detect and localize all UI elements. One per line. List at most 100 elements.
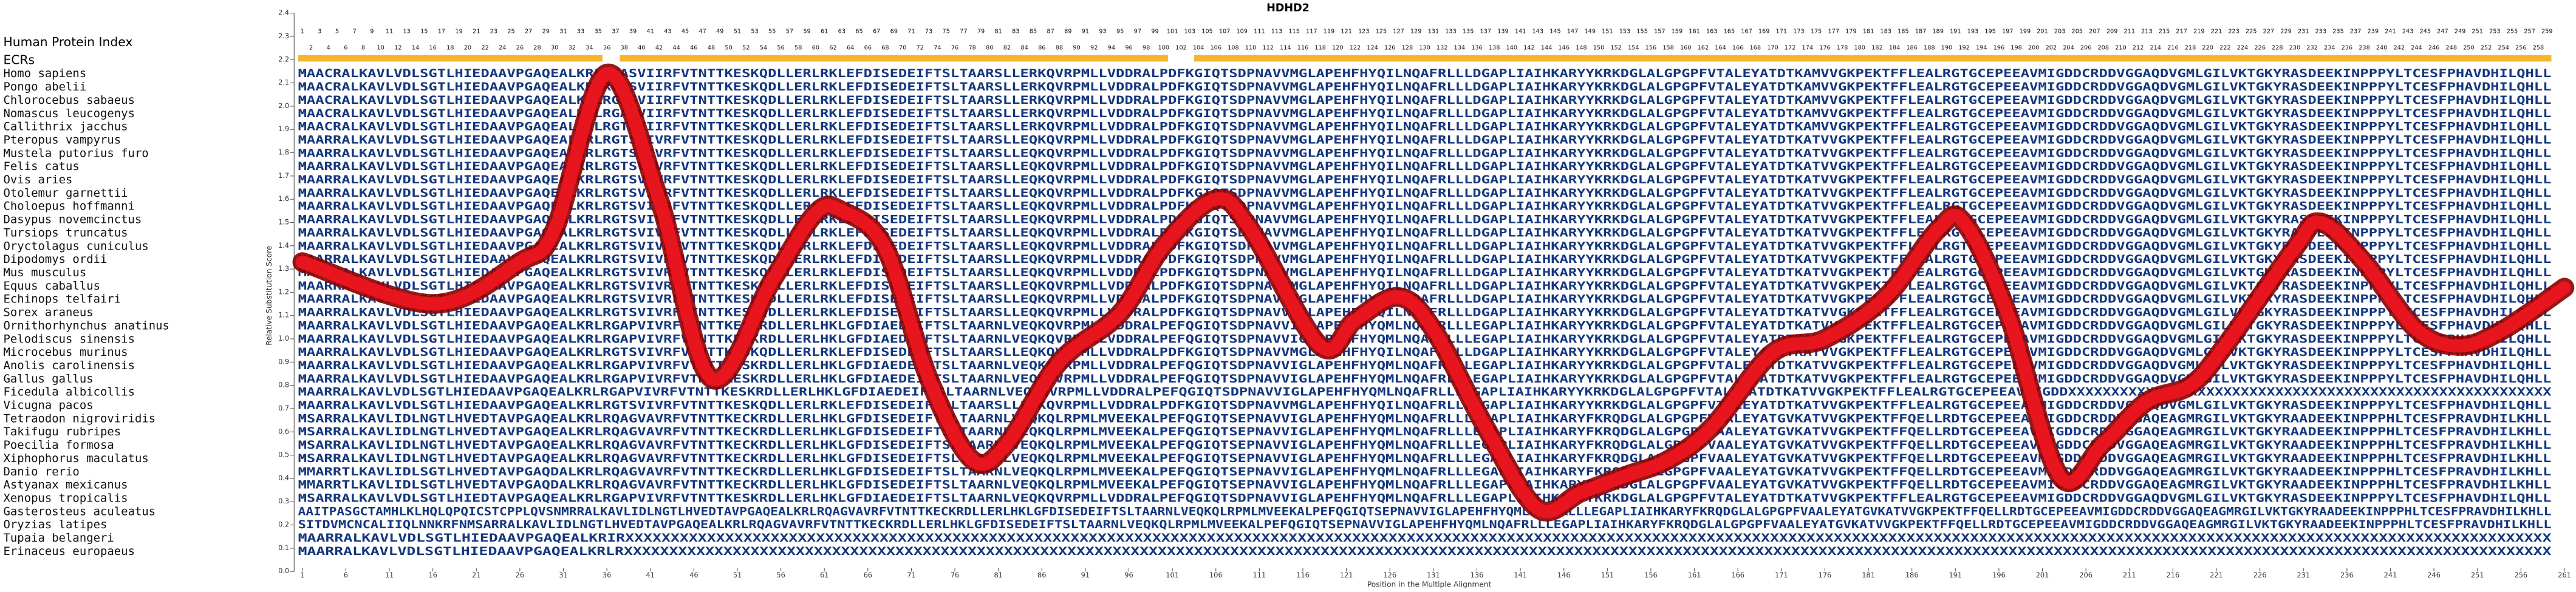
position-number: 62 [829, 44, 836, 51]
position-number: 256 [2515, 44, 2527, 51]
position-number: 250 [2463, 44, 2475, 51]
position-number: 87 [1047, 28, 1054, 35]
position-number: 209 [2106, 28, 2118, 35]
position-number: 52 [742, 44, 750, 51]
position-number: 36 [603, 44, 610, 51]
position-number: 218 [2185, 44, 2196, 51]
y-tick-label: 0.4 [278, 474, 289, 482]
position-number: 101 [1167, 28, 1178, 35]
position-number: 64 [847, 44, 854, 51]
position-number: 90 [1073, 44, 1080, 51]
position-number: 74 [934, 44, 941, 51]
position-number: 103 [1184, 28, 1196, 35]
x-tick-label: 86 [1037, 571, 1046, 579]
position-number: 29 [542, 28, 550, 35]
species-name: Tursiops truncatus [4, 226, 128, 239]
y-tick-label: 2.2 [278, 55, 289, 63]
x-tick-label: 186 [1905, 571, 1919, 579]
position-number: 130 [1419, 44, 1430, 51]
species-name: Gasterosteus aculeatus [4, 505, 156, 518]
position-number: 56 [777, 44, 784, 51]
position-number: 39 [629, 28, 637, 35]
position-number: 134 [1454, 44, 1466, 51]
species-name: Pelodiscus sinensis [4, 332, 135, 345]
position-number: 126 [1384, 44, 1396, 51]
position-number: 58 [794, 44, 802, 51]
position-number: 106 [1210, 44, 1221, 51]
position-number: 208 [2098, 44, 2110, 51]
position-number: 115 [1288, 28, 1300, 35]
position-number: 110 [1245, 44, 1257, 51]
x-tick-label: 36 [603, 571, 611, 579]
y-tick-label: 2.0 [278, 101, 289, 110]
position-number: 142 [1523, 44, 1535, 51]
sequence: MAARRALKAVLVDLSGTLHIEDAAVPGAQEALKRLRGAPV… [298, 332, 2552, 345]
species-name: Sorex araneus [4, 306, 94, 319]
species-name: Nomascus leucogenys [4, 107, 135, 120]
position-number: 236 [2342, 44, 2353, 51]
x-tick-label: 231 [2297, 571, 2310, 579]
species-name: Homo sapiens [4, 67, 87, 80]
species-name: Echinops telfairi [4, 293, 121, 306]
position-number: 159 [1672, 28, 1683, 35]
position-number: 165 [1724, 28, 1735, 35]
sequence: MAARRALKAVLVDLSGTLHIEDAAVPGAQEALKRLRGTSV… [298, 266, 2552, 279]
x-tick-label: 111 [1253, 571, 1266, 579]
position-number: 139 [1497, 28, 1509, 35]
position-number: 41 [647, 28, 654, 35]
position-number: 199 [2020, 28, 2031, 35]
sequence: MAARRALKAVLVDLSGTLHIEDAAVPGAQEALKRLRGTSV… [298, 253, 2552, 266]
position-number: 88 [1056, 44, 1063, 51]
position-number: 32 [569, 44, 576, 51]
position-number: 133 [1445, 28, 1457, 35]
position-number: 7 [353, 28, 357, 35]
x-tick-label: 81 [994, 571, 1002, 579]
position-number: 237 [2350, 28, 2362, 35]
position-number: 143 [1532, 28, 1543, 35]
position-number: 190 [1941, 44, 1953, 51]
x-tick-label: 256 [2515, 571, 2528, 579]
position-number: 125 [1376, 28, 1387, 35]
x-tick-label: 261 [2558, 571, 2571, 579]
position-number: 23 [490, 28, 497, 35]
x-tick-label: 131 [1427, 571, 1440, 579]
position-number: 222 [2219, 44, 2231, 51]
position-number: 177 [1828, 28, 1839, 35]
species-name: Anolis carolinensis [4, 359, 135, 372]
y-tick-label: 1.3 [278, 264, 289, 273]
position-number: 123 [1358, 28, 1370, 35]
position-number: 167 [1741, 28, 1752, 35]
position-number: 10 [377, 44, 384, 51]
position-number: 226 [2254, 44, 2266, 51]
sequence: MMARRTLKAVLIDLSGTLHVEDTAVPGAQDALKRLRQAGV… [298, 465, 2552, 478]
position-number: 99 [1151, 28, 1158, 35]
x-tick-label: 121 [1340, 571, 1353, 579]
position-number: 234 [2324, 44, 2335, 51]
position-number: 217 [2176, 28, 2187, 35]
position-number: 6 [344, 44, 347, 51]
position-number: 138 [1489, 44, 1500, 51]
position-number: 53 [751, 28, 758, 35]
position-number: 213 [2141, 28, 2153, 35]
position-number: 172 [1785, 44, 1796, 51]
position-number: 17 [438, 28, 445, 35]
position-number: 206 [2080, 44, 2092, 51]
species-name: Otolemur garnettii [4, 186, 128, 200]
position-number: 94 [1108, 44, 1115, 51]
y-tick-label: 1.7 [278, 171, 289, 180]
position-number: 212 [2133, 44, 2144, 51]
x-tick-label: 46 [689, 571, 698, 579]
position-number: 118 [1314, 44, 1326, 51]
position-number: 80 [986, 44, 993, 51]
position-number: 12 [394, 44, 401, 51]
position-number: 158 [1662, 44, 1674, 51]
position-number: 146 [1558, 44, 1570, 51]
position-number: 153 [1619, 28, 1631, 35]
position-number: 86 [1038, 44, 1045, 51]
position-number: 75 [943, 28, 950, 35]
position-number: 76 [951, 44, 958, 51]
position-number: 181 [1863, 28, 1874, 35]
position-number: 232 [2306, 44, 2318, 51]
position-number: 128 [1402, 44, 1413, 51]
